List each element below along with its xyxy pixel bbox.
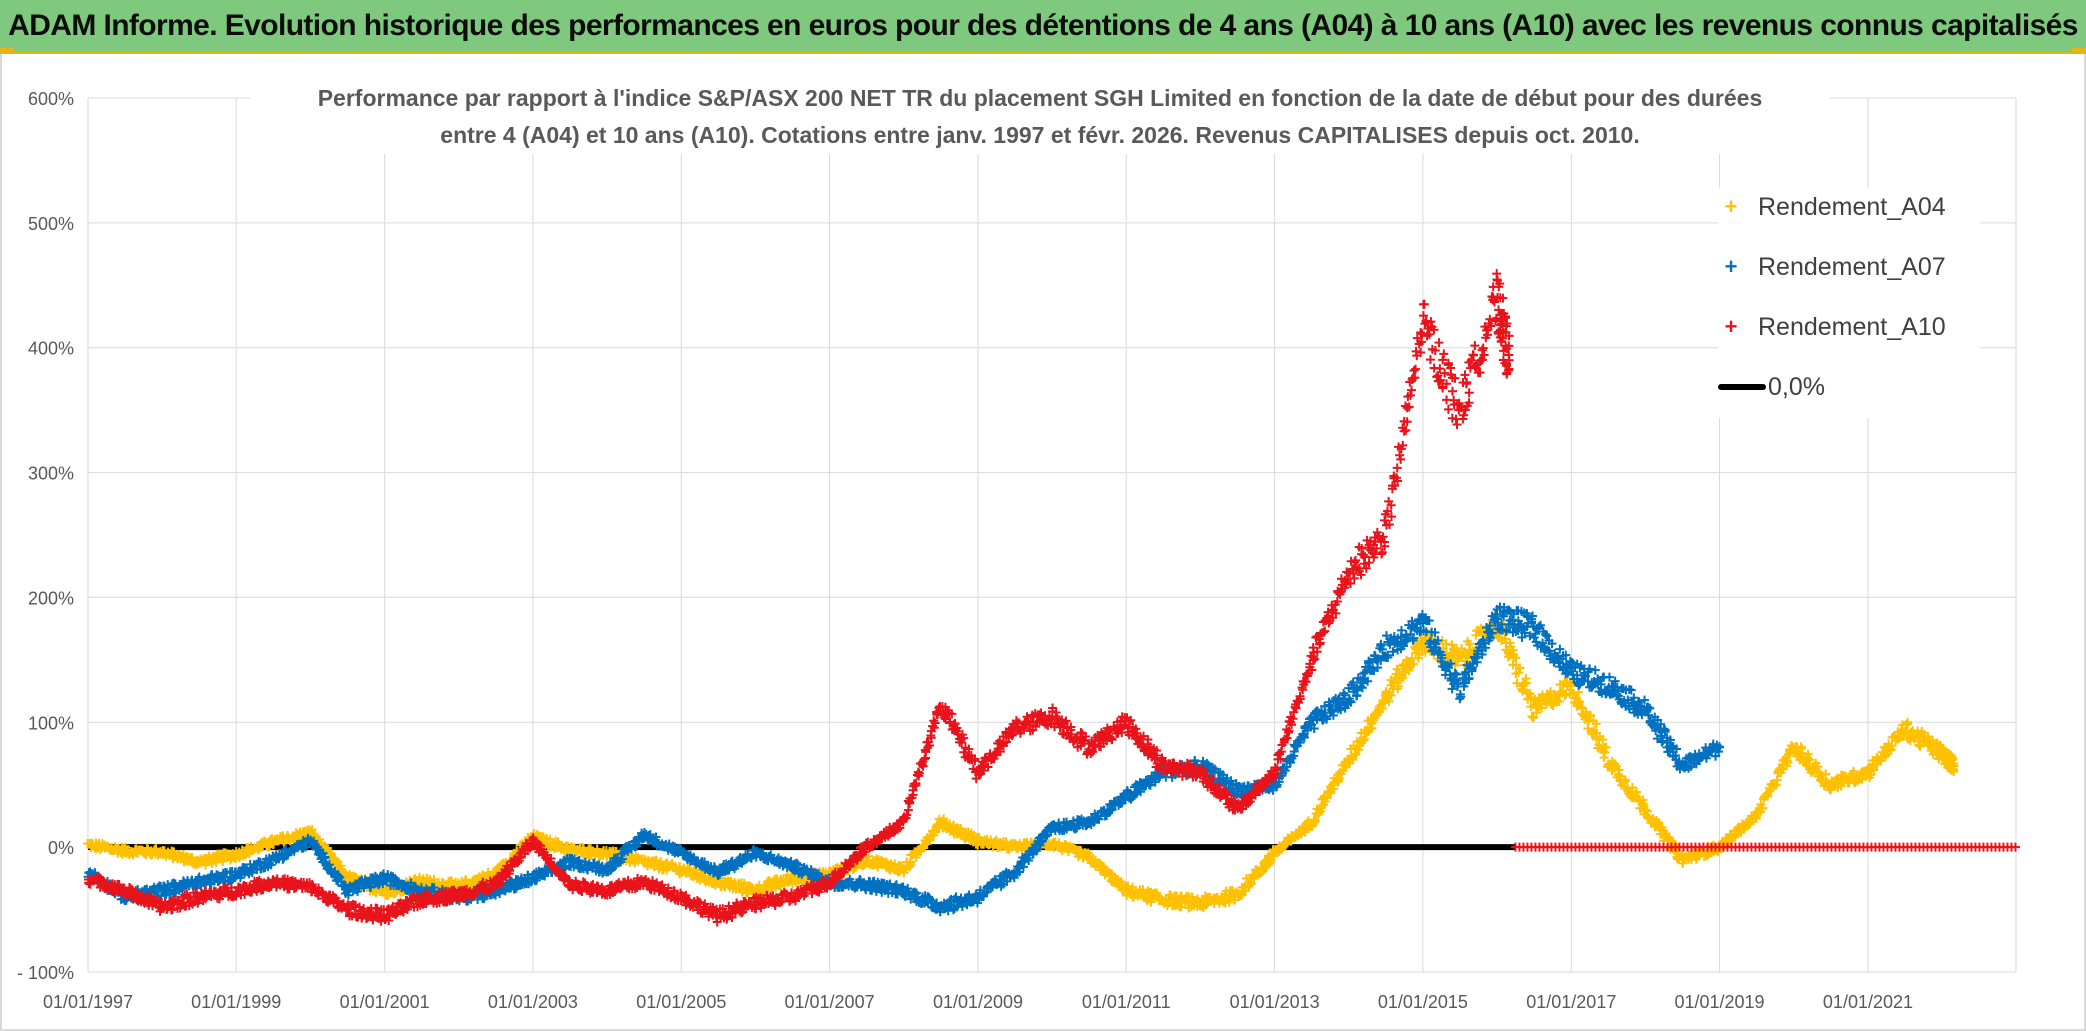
y-tick-label: - 100% (17, 963, 74, 983)
x-tick-label: 01/01/2001 (340, 992, 430, 1012)
x-tick-label: 01/01/2017 (1526, 992, 1616, 1012)
x-tick-label: 01/01/2011 (1082, 992, 1171, 1012)
x-tick-label: 01/01/2003 (488, 992, 578, 1012)
y-tick-label: 300% (28, 464, 74, 484)
x-tick-label: 01/01/2009 (933, 992, 1023, 1012)
report-title: ADAM Informe. Evolution historique des p… (8, 9, 2078, 42)
point-rendement-a04 (690, 865, 700, 875)
point-rendement-a07 (1626, 685, 1636, 695)
x-tick-label: 01/01/2021 (1823, 992, 1913, 1012)
point-rendement-a07 (1396, 625, 1406, 635)
x-tick-label: 01/01/1999 (191, 992, 281, 1012)
x-tick-label: 01/01/1997 (43, 992, 133, 1012)
y-tick-label: 600% (28, 89, 74, 109)
x-tick-label: 01/01/2007 (785, 992, 875, 1012)
banner-corner-right (2072, 48, 2086, 54)
point-rendement-a04 (264, 841, 274, 851)
point-rendement-a07 (1590, 665, 1600, 675)
y-tick-label: 200% (28, 588, 74, 608)
y-tick-label: 0% (48, 838, 74, 858)
x-tick-label: 01/01/2005 (636, 992, 726, 1012)
y-tick-label: 100% (28, 713, 74, 733)
point-rendement-a04 (169, 847, 179, 857)
y-tick-label: 500% (28, 214, 74, 234)
report-banner: ADAM Informe. Evolution historique des p… (0, 0, 2086, 54)
point-rendement-a04 (911, 852, 921, 862)
banner-corner-left (0, 48, 14, 54)
point-rendement-a04 (939, 814, 949, 824)
chart-plot: - 100% 0% 100% 200% 300% 400% 500% 600% 01/01/19… (17, 89, 2020, 1012)
x-tick-label: 01/01/2013 (1230, 992, 1320, 1012)
x-tick-label: 01/01/2019 (1674, 992, 1764, 1012)
y-tick-label: 400% (28, 339, 74, 359)
x-tick-label: 01/01/2015 (1378, 992, 1468, 1012)
point-rendement-a04 (925, 835, 935, 845)
